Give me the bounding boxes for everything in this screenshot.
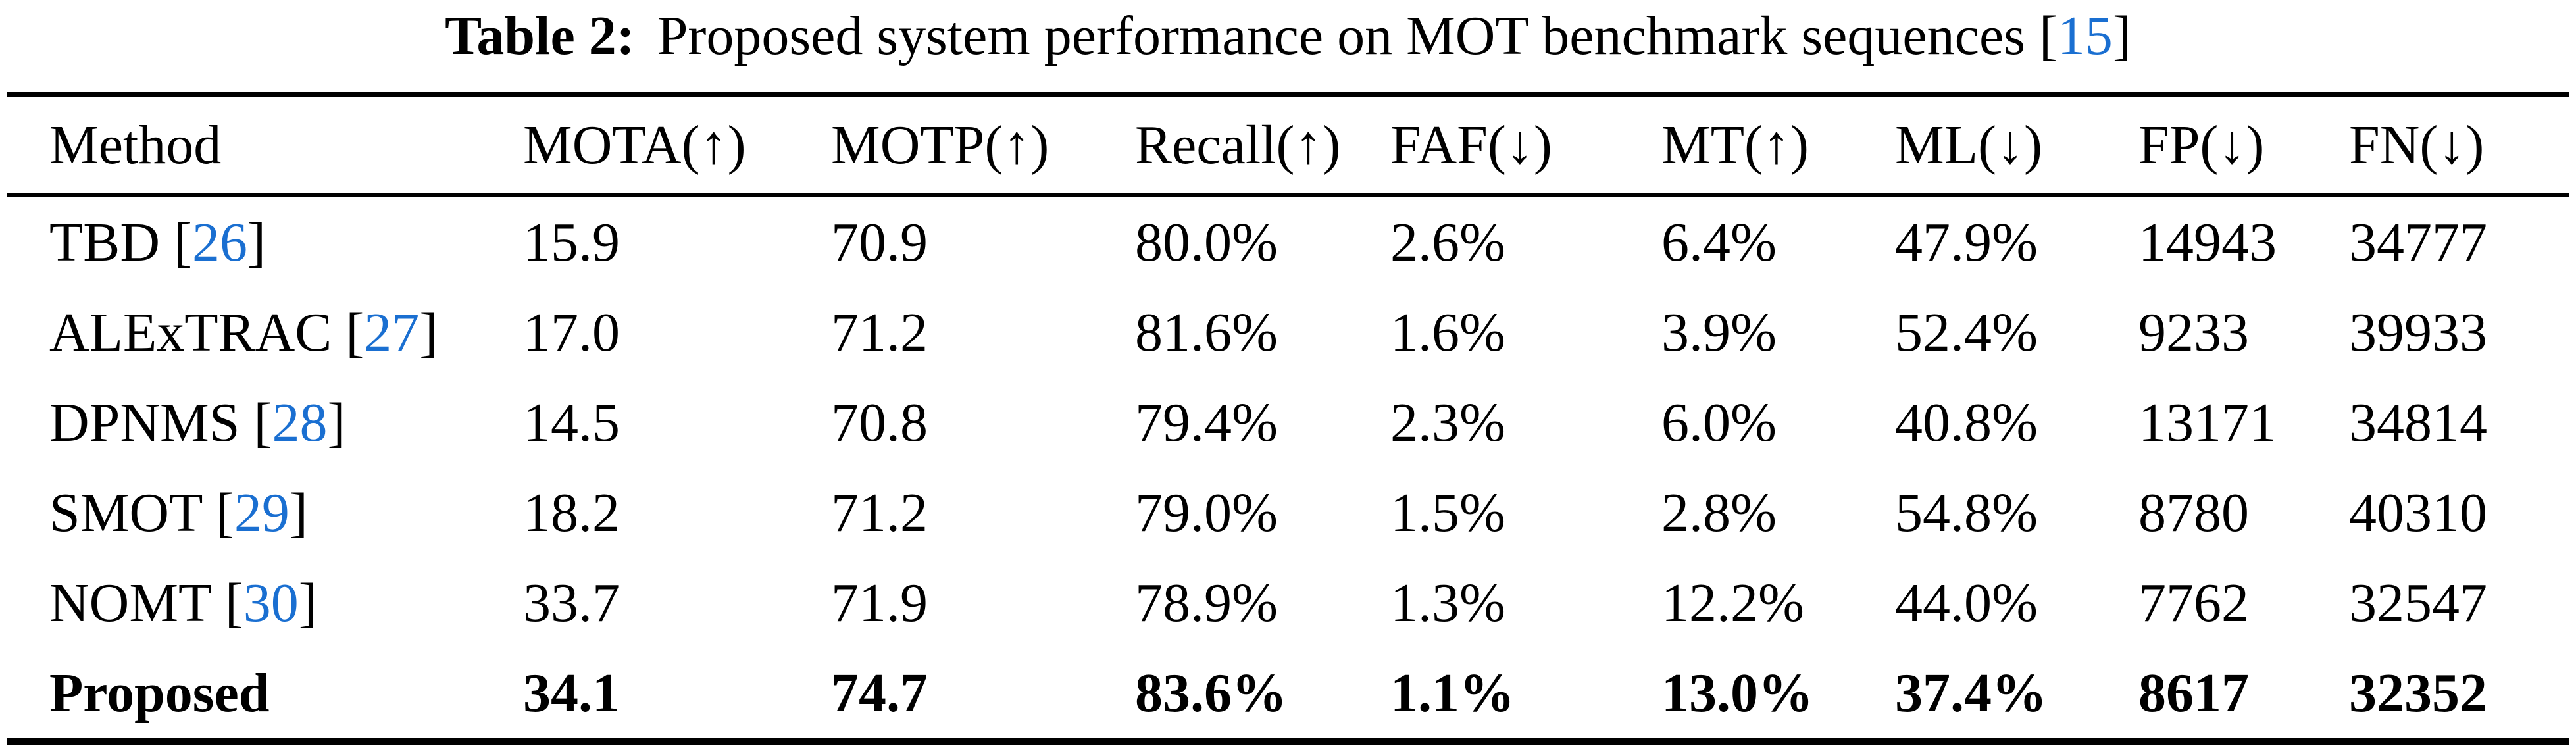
- value-cell: 78.9%: [1135, 572, 1278, 634]
- value-cell: 6.4%: [1661, 212, 1777, 273]
- method-cell: TBD [26]: [49, 212, 266, 273]
- value-cell: 34.1: [523, 663, 620, 724]
- value-cell: 71.2: [831, 482, 928, 543]
- value-cell: 17.0: [523, 302, 620, 363]
- table-row: SMOT [29] 18.2 71.2 79.0% 1.5% 2.8% 54.8% 8780 4…: [7, 468, 2569, 558]
- citation-link[interactable]: 27: [364, 302, 420, 363]
- value-cell: 33.7: [523, 572, 620, 634]
- value-cell: 47.9%: [1895, 212, 2038, 273]
- value-cell: 79.4%: [1135, 392, 1278, 453]
- table-row: NOMT [30] 33.7 71.9 78.9% 1.3% 12.2% 44.0% 7762…: [7, 558, 2569, 648]
- value-cell: 81.6%: [1135, 302, 1278, 363]
- column-header-recall: Recall(↑): [1135, 114, 1341, 176]
- value-cell: 8780: [2138, 482, 2249, 543]
- column-header-fn: FN(↓): [2349, 114, 2485, 176]
- value-cell: 6.0%: [1661, 392, 1777, 453]
- column-header-mota: MOTA(↑): [523, 114, 746, 176]
- value-cell: 70.9: [831, 212, 928, 273]
- value-cell: 1.1%: [1390, 663, 1515, 724]
- column-header-motp: MOTP(↑): [831, 114, 1049, 176]
- column-header-mt: MT(↑): [1661, 114, 1809, 176]
- value-cell: 44.0%: [1895, 572, 2038, 634]
- value-cell: 34814: [2349, 392, 2487, 453]
- value-cell: 32547: [2349, 572, 2487, 634]
- value-cell: 13171: [2138, 392, 2277, 453]
- value-cell: 40.8%: [1895, 392, 2038, 453]
- table-row: TBD [26] 15.9 70.9 80.0% 2.6% 6.4% 47.9% 14943 3…: [7, 197, 2569, 288]
- results-table: Method MOTA(↑) MOTP(↑) Recall(↑) FAF(↓) …: [7, 92, 2569, 745]
- value-cell: 2.3%: [1390, 392, 1505, 453]
- method-cell: DPNMS [28]: [49, 392, 346, 453]
- citation-link[interactable]: 30: [243, 572, 299, 634]
- value-cell: 15.9: [523, 212, 620, 273]
- value-cell: 70.8: [831, 392, 928, 453]
- table-caption: Table 2: Proposed system performance on M…: [0, 0, 2576, 92]
- value-cell: 13.0%: [1661, 663, 1813, 724]
- value-cell: 83.6%: [1135, 663, 1287, 724]
- caption-citation-link[interactable]: 15: [2057, 5, 2113, 66]
- value-cell: 14.5: [523, 392, 620, 453]
- value-cell: 80.0%: [1135, 212, 1278, 273]
- caption-cite-open: [: [2025, 5, 2058, 66]
- caption-text: Proposed system performance on MOT bench…: [657, 5, 2025, 66]
- table-row: DPNMS [28] 14.5 70.8 79.4% 2.3% 6.0% 40.8% 1317…: [7, 378, 2569, 468]
- column-header-ml: ML(↓): [1895, 114, 2042, 176]
- value-cell: 7762: [2138, 572, 2249, 634]
- method-cell: SMOT [29]: [49, 482, 308, 543]
- value-cell: 1.5%: [1390, 482, 1505, 543]
- table-row: ALExTRAC [27] 17.0 71.2 81.6% 1.6% 3.9% 52.4% 9…: [7, 288, 2569, 378]
- method-cell: NOMT [30]: [49, 572, 317, 634]
- value-cell: 1.6%: [1390, 302, 1505, 363]
- value-cell: 1.3%: [1390, 572, 1505, 634]
- citation-link[interactable]: 29: [234, 482, 290, 543]
- value-cell: 54.8%: [1895, 482, 2038, 543]
- table-row: Proposed 34.1 74.7 83.6% 1.1% 13.0% 37.4% 8617 3…: [7, 648, 2569, 738]
- value-cell: 12.2%: [1661, 572, 1804, 634]
- value-cell: 39933: [2349, 302, 2487, 363]
- value-cell: 52.4%: [1895, 302, 2038, 363]
- value-cell: 14943: [2138, 212, 2277, 273]
- method-cell: ALExTRAC [27]: [49, 302, 438, 363]
- value-cell: 2.6%: [1390, 212, 1505, 273]
- column-header-fp: FP(↓): [2138, 114, 2265, 176]
- value-cell: 9233: [2138, 302, 2249, 363]
- value-cell: 71.9: [831, 572, 928, 634]
- value-cell: 79.0%: [1135, 482, 1278, 543]
- citation-link[interactable]: 26: [191, 212, 247, 273]
- value-cell: 40310: [2349, 482, 2487, 543]
- caption-label: Table 2:: [445, 5, 635, 66]
- value-cell: 34777: [2349, 212, 2487, 273]
- value-cell: 18.2: [523, 482, 620, 543]
- table-header-row: Method MOTA(↑) MOTP(↑) Recall(↑) FAF(↓) …: [7, 97, 2569, 197]
- value-cell: 3.9%: [1661, 302, 1777, 363]
- value-cell: 8617: [2138, 663, 2249, 724]
- caption-cite-close: ]: [2112, 5, 2131, 66]
- value-cell: 71.2: [831, 302, 928, 363]
- value-cell: 74.7: [831, 663, 928, 724]
- method-cell: Proposed: [49, 663, 270, 724]
- column-header-faf: FAF(↓): [1390, 114, 1552, 176]
- value-cell: 37.4%: [1895, 663, 2047, 724]
- value-cell: 32352: [2349, 663, 2487, 724]
- value-cell: 2.8%: [1661, 482, 1777, 543]
- column-header-method: Method: [49, 114, 222, 176]
- citation-link[interactable]: 28: [272, 392, 328, 453]
